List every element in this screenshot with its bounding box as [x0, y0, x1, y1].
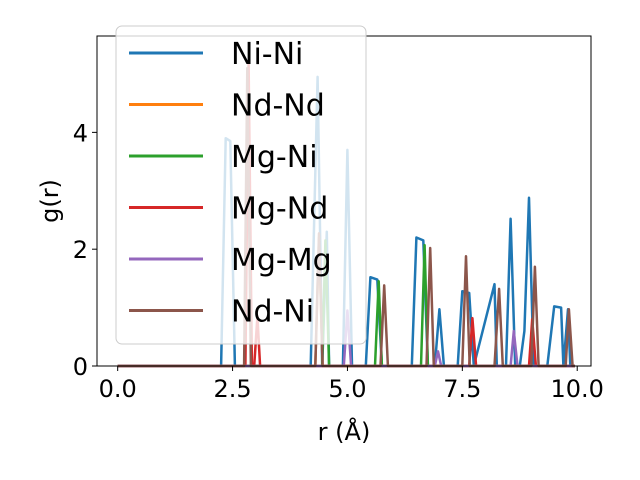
- y-tick-label: 0: [73, 353, 88, 381]
- legend-label: Nd-Ni: [231, 295, 314, 330]
- x-tick-label: 7.5: [443, 375, 481, 403]
- legend-label: Mg-Ni: [231, 140, 318, 175]
- legend-label: Nd-Nd: [231, 89, 325, 124]
- x-axis-label: r (Å): [318, 417, 371, 446]
- x-tick-label: 10.0: [550, 375, 603, 403]
- x-axis: 0.0 2.5 5.0 7.5 10.0: [99, 366, 604, 403]
- x-tick-label: 0.0: [99, 375, 137, 403]
- legend: Ni-Ni Nd-Nd Mg-Ni Mg-Nd Mg-Mg Nd-Ni: [115, 25, 367, 345]
- x-tick-label: 5.0: [328, 375, 366, 403]
- legend-label: Mg-Nd: [231, 192, 328, 227]
- x-tick-label: 2.5: [213, 375, 251, 403]
- legend-label: Mg-Mg: [231, 243, 332, 278]
- y-tick-label: 2: [73, 236, 88, 264]
- y-tick-label: 4: [73, 119, 88, 147]
- legend-label: Ni-Ni: [231, 37, 303, 72]
- y-axis-label: g(r): [36, 179, 64, 223]
- y-axis: 0 2 4: [73, 119, 97, 381]
